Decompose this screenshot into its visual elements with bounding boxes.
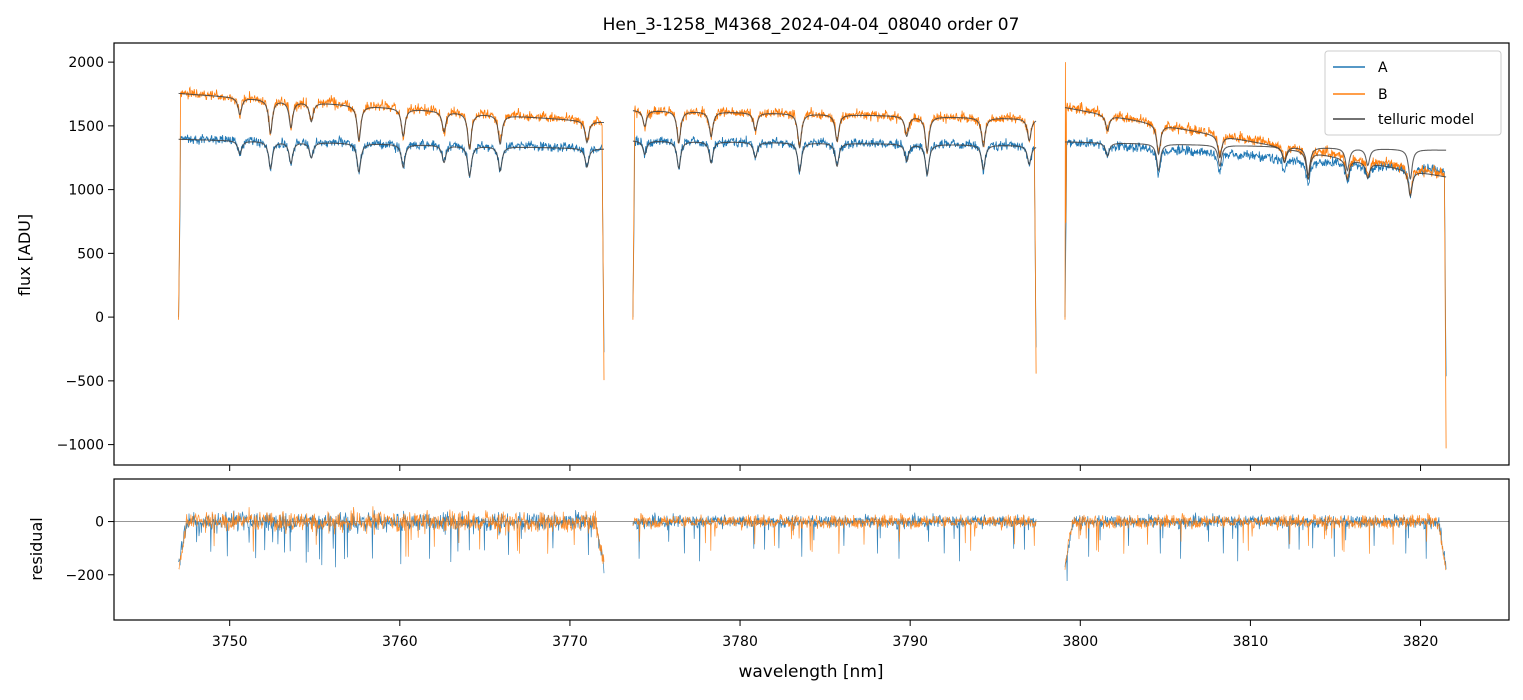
residual-x-ticks: 3750 3760 3770 3780 3790 3800 3810 3820 (212, 620, 1438, 650)
telluric-model-b-line-segment-1 (178, 92, 604, 150)
residual-y-ticks: 0 −200 (66, 515, 114, 584)
y-axis-label-flux: flux [ADU] (15, 214, 34, 296)
residual-b-line-segment-2 (632, 513, 1037, 554)
main-y-tick-label: 500 (77, 246, 104, 262)
main-x-ticks (229, 465, 1422, 471)
series-a-line-segment-2 (632, 135, 1037, 348)
telluric-model-b-line-segment-3 (1064, 107, 1447, 198)
residual-panel-data (114, 506, 1509, 582)
legend-label-a: A (1378, 60, 1388, 76)
main-y-ticks: 2000 1500 1000 500 0 −500 −1000 (57, 55, 114, 454)
series-b-line-segment-1 (178, 86, 605, 381)
legend-label-telluric-model: telluric model (1378, 112, 1474, 128)
series-b-line-segment-3 (1064, 62, 1447, 449)
residual-y-tick-label: 0 (95, 515, 104, 531)
x-tick-label: 3760 (382, 634, 418, 650)
residual-b-line-segment-3 (1064, 513, 1447, 571)
legend-label-b: B (1378, 87, 1388, 103)
series-a-line-segment-1 (178, 134, 605, 353)
x-tick-label: 3820 (1403, 634, 1439, 650)
legend: A B telluric model (1324, 50, 1502, 136)
main-axes-frame (113, 42, 1510, 466)
x-tick-label: 3780 (722, 634, 758, 650)
x-tick-label: 3770 (552, 634, 588, 650)
x-tick-label: 3800 (1062, 634, 1098, 650)
x-tick-label: 3790 (892, 634, 928, 650)
main-y-tick-label: −1000 (57, 438, 104, 454)
telluric-model-a-line-segment-3 (1065, 141, 1447, 180)
telluric-model-a-line-segment-2 (632, 140, 1037, 177)
main-y-tick-label: −500 (66, 374, 104, 390)
main-y-tick-label: 1500 (68, 119, 104, 135)
y-axis-label-residual: residual (27, 517, 46, 580)
main-y-tick-label: 2000 (68, 55, 104, 71)
residual-y-tick-label: −200 (66, 568, 104, 584)
main-panel-data (178, 62, 1447, 449)
chart-title: Hen_3-1258_M4368_2024-04-04_08040 order … (603, 15, 1020, 35)
telluric-model-b-line-segment-2 (632, 110, 1037, 155)
residual-b-line-segment-1 (178, 506, 605, 570)
x-axis-label: wavelength [nm] (738, 662, 883, 682)
residual-a-line-segment-3 (1064, 512, 1447, 582)
main-y-tick-label: 0 (95, 310, 104, 326)
legend-box (1324, 50, 1502, 136)
telluric-model-a-line-segment-1 (178, 138, 604, 178)
main-y-tick-label: 1000 (68, 183, 104, 199)
x-tick-label: 3810 (1233, 634, 1269, 650)
series-a-line-segment-3 (1064, 137, 1447, 377)
x-tick-label: 3750 (212, 634, 248, 650)
residual-axes-frame (113, 478, 1510, 621)
